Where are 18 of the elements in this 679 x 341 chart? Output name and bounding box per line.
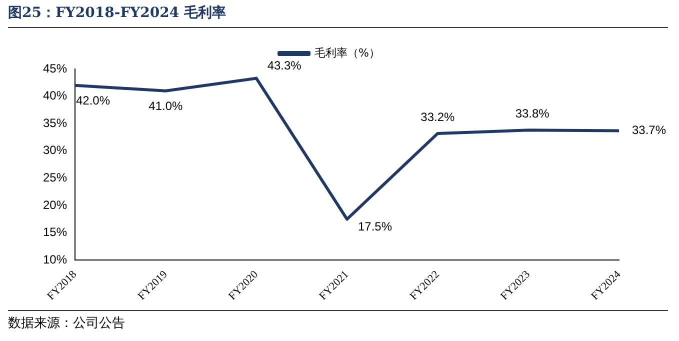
data-label: 17.5% — [358, 220, 392, 234]
y-tick-label: 15% — [42, 225, 68, 240]
y-tick-label: 30% — [42, 143, 68, 158]
data-label: 33.7% — [632, 123, 666, 138]
data-label: 43.3% — [267, 58, 302, 73]
legend-label: 毛利率（%） — [314, 46, 380, 60]
y-tick-label: 25% — [42, 170, 68, 185]
source-note: 数据来源：公司公告 — [8, 310, 668, 332]
data-label: 42.0% — [76, 94, 110, 108]
y-tick-label: 20% — [42, 198, 68, 212]
data-label: 33.2% — [420, 110, 456, 124]
y-tick-label: 40% — [42, 88, 68, 103]
y-tick-label: 45% — [42, 61, 68, 76]
data-label: 41.0% — [148, 99, 184, 114]
y-tick-label: 10% — [42, 252, 68, 266]
y-tick-label: 35% — [42, 116, 68, 130]
chart-title: 图25：FY2018-FY2024 毛利率 — [8, 4, 668, 28]
data-label: 33.8% — [515, 106, 550, 120]
